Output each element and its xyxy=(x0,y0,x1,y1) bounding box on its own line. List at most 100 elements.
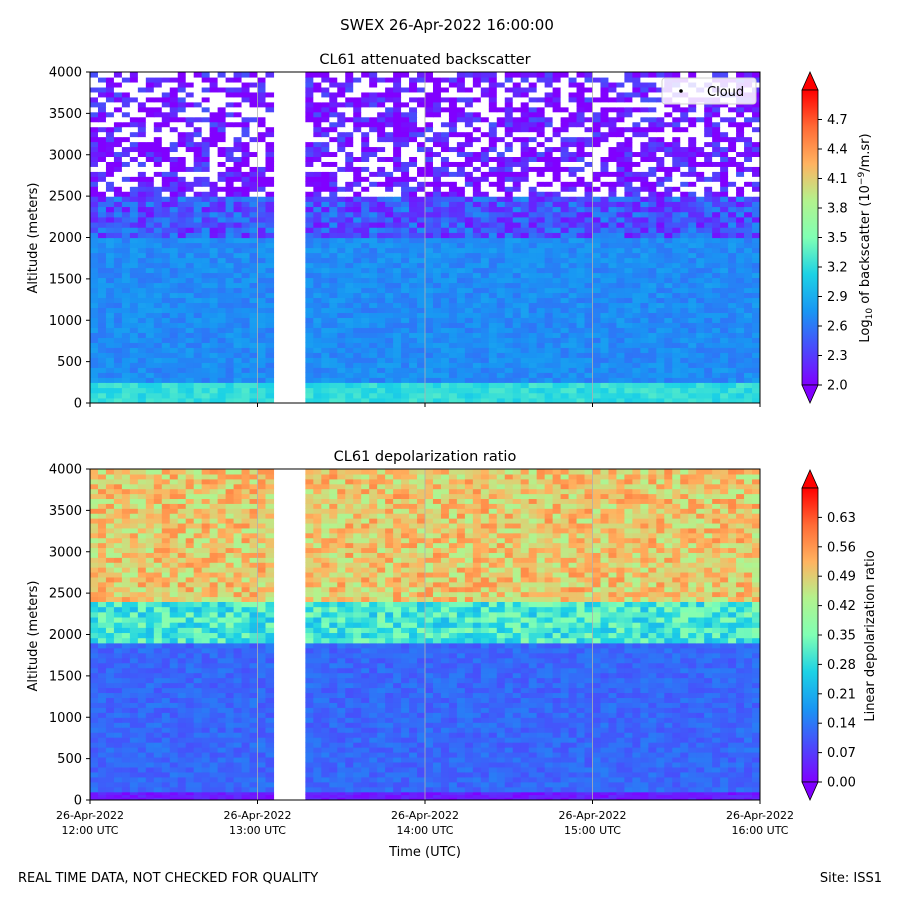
heatmap-cell xyxy=(504,257,514,264)
heatmap-cell xyxy=(377,242,386,249)
heatmap-cell xyxy=(233,247,243,254)
heatmap-cell xyxy=(137,332,147,338)
heatmap-cell xyxy=(121,141,131,148)
heatmap-cell xyxy=(528,211,538,218)
heatmap-cell xyxy=(225,101,235,108)
heatmap-cell xyxy=(488,297,498,304)
heatmap-cell xyxy=(313,247,322,254)
heatmap-cell xyxy=(153,292,163,299)
heatmap-cell xyxy=(153,312,163,318)
heatmap-cell xyxy=(664,397,673,403)
heatmap-cell xyxy=(353,161,362,167)
heatmap-cell xyxy=(656,116,665,123)
heatmap-cell xyxy=(744,327,753,333)
heatmap-cell xyxy=(592,161,602,167)
heatmap-cell xyxy=(121,227,131,233)
heatmap-cell xyxy=(472,272,482,279)
heatmap-cell xyxy=(369,101,378,108)
heatmap-cell xyxy=(201,282,211,289)
heatmap-cell xyxy=(409,151,418,158)
heatmap-cell xyxy=(616,262,626,269)
heatmap-cell xyxy=(696,151,705,158)
heatmap-cell xyxy=(129,101,139,108)
heatmap-cell xyxy=(225,387,235,394)
heatmap-cell xyxy=(385,176,394,182)
heatmap-cell xyxy=(305,96,314,103)
heatmap-cell xyxy=(440,342,450,348)
heatmap-cell xyxy=(568,206,578,213)
heatmap-cell xyxy=(105,277,115,284)
heatmap-cell xyxy=(233,282,243,289)
heatmap-cell xyxy=(145,221,155,228)
heatmap-cell xyxy=(97,176,107,182)
heatmap-cell xyxy=(425,186,434,192)
heatmap-cell xyxy=(377,146,386,153)
heatmap-cell xyxy=(744,121,753,128)
heatmap-cell xyxy=(161,332,171,338)
heatmap-cell xyxy=(672,146,681,153)
heatmap-cell xyxy=(305,372,314,378)
heatmap-cell xyxy=(512,257,522,264)
heatmap-cell xyxy=(249,377,259,383)
heatmap-cell xyxy=(361,151,370,158)
heatmap-cell xyxy=(552,166,562,172)
heatmap-cell xyxy=(520,106,530,113)
heatmap-cell xyxy=(488,136,498,143)
heatmap-cell xyxy=(321,141,330,148)
heatmap-cell xyxy=(536,181,546,187)
heatmap-cell xyxy=(544,342,554,348)
heatmap-cell xyxy=(121,86,131,93)
heatmap-cell xyxy=(672,247,681,254)
heatmap-cell xyxy=(361,96,370,103)
heatmap-cell xyxy=(161,136,171,143)
heatmap-cell xyxy=(688,141,697,148)
heatmap-cell xyxy=(536,257,546,264)
heatmap-cell xyxy=(217,367,227,373)
heatmap-cell xyxy=(712,211,721,218)
heatmap-cell xyxy=(249,322,259,328)
heatmap-cell xyxy=(432,211,442,218)
heatmap-cell xyxy=(592,171,602,177)
heatmap-cell xyxy=(432,201,442,208)
heatmap-cell xyxy=(480,307,490,313)
heatmap-cell xyxy=(576,237,586,244)
heatmap-cell xyxy=(720,156,729,162)
heatmap-cell xyxy=(576,242,586,249)
heatmap-cell xyxy=(664,367,673,373)
heatmap-cell xyxy=(712,171,721,177)
heatmap-cell xyxy=(137,116,147,123)
heatmap-cell xyxy=(90,332,99,338)
heatmap-cell xyxy=(177,201,187,208)
heatmap-cell xyxy=(137,302,147,309)
heatmap-cell xyxy=(576,131,586,138)
heatmap-cell xyxy=(90,382,99,389)
heatmap-cell xyxy=(209,347,219,353)
heatmap-cell xyxy=(353,362,362,368)
heatmap-cell xyxy=(121,136,131,143)
heatmap-cell xyxy=(417,171,426,177)
heatmap-cell xyxy=(672,312,681,318)
heatmap-cell xyxy=(337,106,346,113)
heatmap-cell xyxy=(592,116,602,123)
heatmap-cell xyxy=(385,91,394,98)
heatmap-cell xyxy=(249,176,259,182)
heatmap-cell xyxy=(321,116,330,123)
heatmap-cell xyxy=(624,332,633,338)
heatmap-cell xyxy=(664,211,673,218)
heatmap-cell xyxy=(393,111,402,118)
heatmap-cell xyxy=(361,327,370,333)
heatmap-cell xyxy=(720,262,729,269)
heatmap-cell xyxy=(337,91,346,98)
heatmap-cell xyxy=(177,297,187,304)
heatmap-cell xyxy=(504,362,514,368)
heatmap-cell xyxy=(217,377,227,383)
heatmap-cell xyxy=(225,91,235,98)
heatmap-cell xyxy=(169,372,179,378)
heatmap-cell xyxy=(97,282,107,289)
heatmap-cell xyxy=(688,216,697,223)
heatmap-cell xyxy=(385,267,394,274)
heatmap-cell xyxy=(480,322,490,328)
heatmap-cell xyxy=(696,362,705,368)
heatmap-cell xyxy=(704,131,713,138)
heatmap-cell xyxy=(568,362,578,368)
